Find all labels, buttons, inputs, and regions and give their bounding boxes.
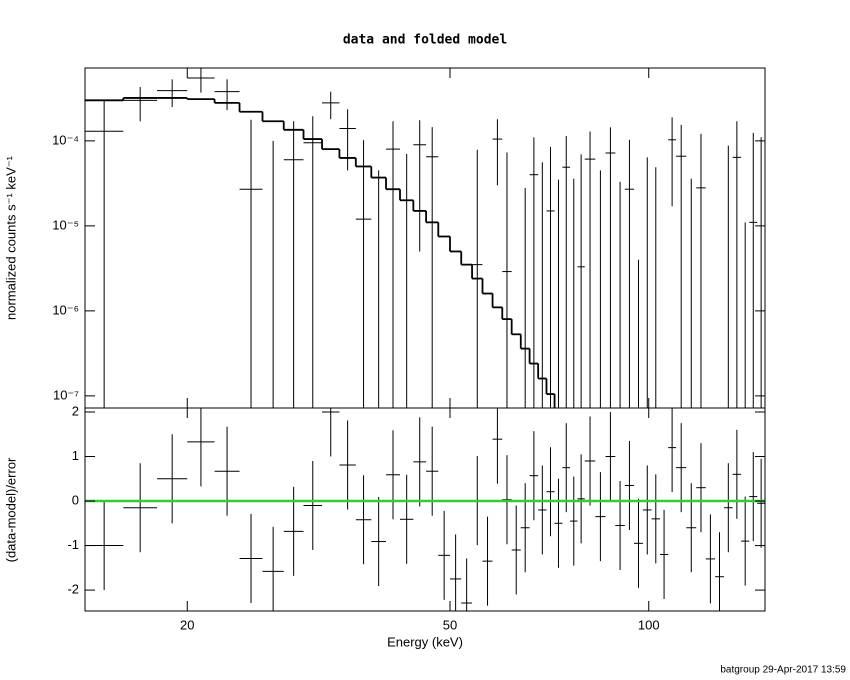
- spectrum-panel: [85, 68, 762, 408]
- y-tick-label: 10⁻⁴: [52, 132, 79, 147]
- x-tick-label: 50: [443, 617, 457, 632]
- x-tick-label: 100: [638, 617, 660, 632]
- y-tick-label: 10⁻⁶: [52, 302, 79, 317]
- y-tick-label: 10⁻⁵: [52, 217, 79, 232]
- y-axis-label: (data-model)/error: [3, 457, 18, 562]
- residual-panel: [85, 408, 765, 611]
- plot-frame: [84, 407, 766, 612]
- axes: 10⁻⁴ 10⁻⁵ 10⁻⁶ 10⁻⁷ 20 50 100 -2 -1 0 1 2: [52, 67, 766, 632]
- y-tick-label: 2: [72, 403, 79, 418]
- y-tick-label: -2: [67, 582, 79, 597]
- y-axis-label: normalized counts s⁻¹ keV⁻¹: [3, 155, 18, 320]
- chart-title: data and folded model: [343, 33, 507, 48]
- y-tick-label: 0: [72, 492, 79, 507]
- y-tick-label: 10⁻⁷: [53, 387, 79, 402]
- x-axis-label: Energy (keV): [387, 634, 463, 649]
- footer: batgroup 29-Apr-2017 13:59: [720, 665, 846, 676]
- y-tick-label: -1: [67, 537, 79, 552]
- y-tick-label: 1: [72, 448, 79, 463]
- x-tick-label: 20: [180, 617, 194, 632]
- plot-frame: [84, 67, 766, 409]
